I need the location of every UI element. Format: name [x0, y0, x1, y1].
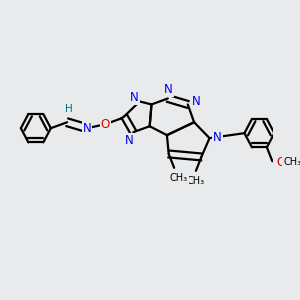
Text: N: N	[83, 122, 92, 135]
Text: N: N	[164, 83, 173, 96]
Text: N: N	[213, 130, 222, 144]
Text: H: H	[65, 104, 73, 114]
Text: N: N	[191, 95, 200, 108]
Text: CH₃: CH₃	[283, 157, 300, 167]
Text: N: N	[125, 134, 134, 147]
Text: O: O	[277, 156, 286, 169]
Text: CH₃: CH₃	[187, 176, 205, 186]
Text: N: N	[130, 91, 139, 104]
Text: O: O	[100, 118, 110, 131]
Text: CH₃: CH₃	[169, 173, 188, 183]
